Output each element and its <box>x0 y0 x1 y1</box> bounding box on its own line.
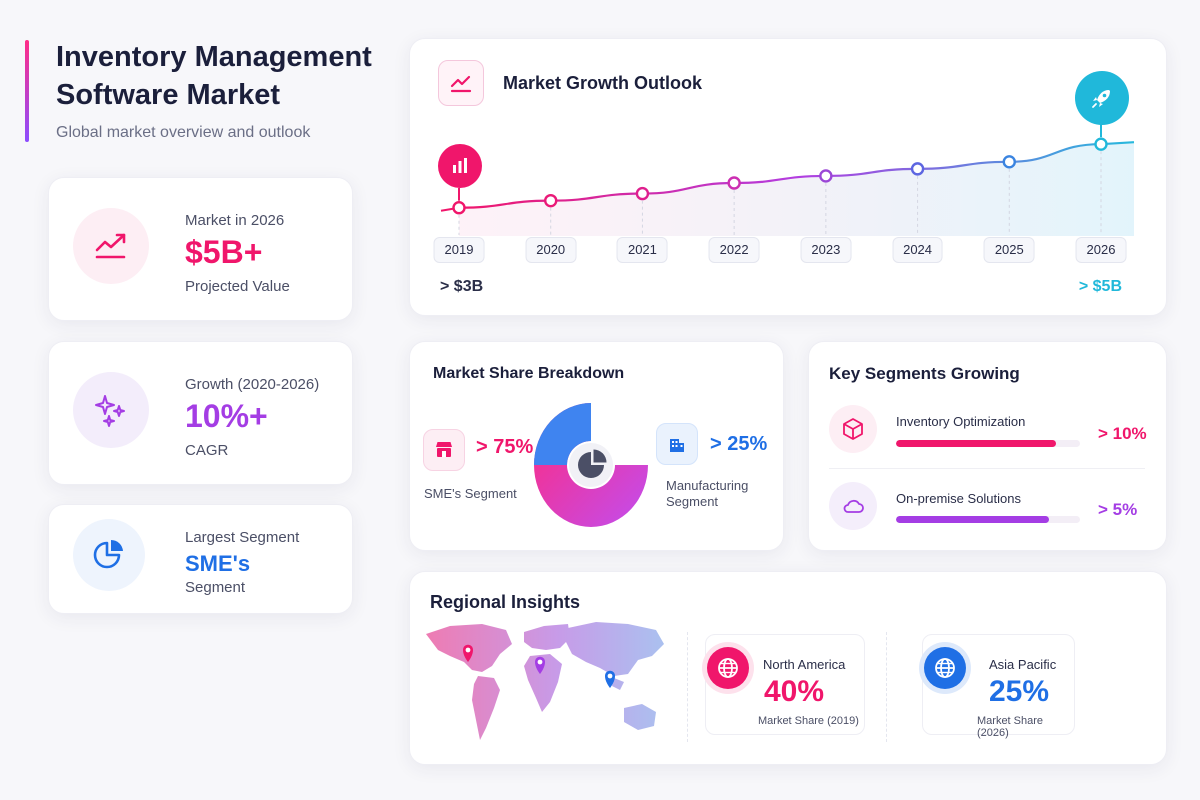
manufacturing-share-value: > 25% <box>710 433 768 455</box>
segment-label: On-premise Solutions <box>896 491 1021 506</box>
regional-title: Regional Insights <box>430 592 581 612</box>
region-divider <box>886 632 887 742</box>
region-divider <box>687 632 688 742</box>
sme-segment-label: SME's Segment <box>424 486 517 501</box>
kpi-label: Growth (2020-2026) <box>185 376 320 393</box>
sparkle-icon <box>73 372 149 448</box>
growth-title: Market Growth Outlook <box>503 73 703 93</box>
region-share-value: 25% <box>989 675 1050 708</box>
kpi-value: $5B+ <box>185 234 263 270</box>
year-tick-label: 2025 <box>983 237 1035 263</box>
cube-icon <box>829 405 877 453</box>
trend-up-icon <box>73 208 149 284</box>
market-share-donut <box>534 403 648 527</box>
cloud-icon <box>829 482 877 530</box>
kpi-card-growth: Growth (2020-2026) 10%+ CAGR <box>48 341 353 485</box>
kpi-card-largest-segment: Largest Segment SME's Segment <box>48 504 353 614</box>
segment-progress <box>896 516 1080 523</box>
title-accent-bar <box>25 40 29 142</box>
kpi-caption: Segment <box>185 579 246 596</box>
bar-chart-badge-icon <box>438 144 482 188</box>
line-chart-icon <box>438 60 484 106</box>
region-name: North America <box>763 657 846 672</box>
rocket-badge-icon <box>1075 71 1129 125</box>
page-subtitle: Global market overview and outlook <box>56 124 311 141</box>
region-share-caption: Market Share (2019) <box>758 715 859 727</box>
growth-point-2020 <box>544 193 558 208</box>
segment-progress-fill <box>896 440 1057 447</box>
pie-icon <box>73 519 145 591</box>
growth-start-value: > $3B <box>440 278 484 295</box>
globe-icon <box>707 647 749 689</box>
kpi-label: Market in 2026 <box>185 212 285 229</box>
year-tick-label: 2023 <box>800 237 852 263</box>
segment-progress-fill <box>896 516 1049 523</box>
growth-point-2025 <box>1002 155 1016 169</box>
year-tick-label: 2019 <box>433 237 485 263</box>
store-icon <box>423 429 465 471</box>
manufacturing-segment-label: Manufacturing Segment <box>666 478 749 509</box>
pin-europe-icon <box>535 656 545 674</box>
year-tick-label: 2020 <box>525 237 577 263</box>
segment-growth-value: > 5% <box>1098 500 1138 519</box>
sme-share-value: > 75% <box>476 436 534 458</box>
kpi-value: SME's <box>185 551 251 576</box>
building-icon <box>656 423 698 465</box>
growth-point-2024 <box>910 162 925 176</box>
year-tick-label: 2024 <box>892 237 944 263</box>
segment-growth-value: > 10% <box>1098 424 1147 443</box>
pin-asia-icon <box>605 670 615 688</box>
year-tick-label: 2022 <box>708 237 760 263</box>
kpi-caption: CAGR <box>185 442 229 459</box>
segment-divider <box>829 468 1145 469</box>
growth-point-2022 <box>727 176 741 190</box>
kpi-card-market-2026: Market in 2026 $5B+ Projected Value <box>48 177 353 321</box>
growth-point-2019 <box>452 201 466 215</box>
growth-point-2021 <box>635 186 650 201</box>
segment-label: Inventory Optimization <box>896 414 1026 429</box>
region-card-north-america: North America 40% Market Share (2019) <box>705 634 865 735</box>
year-tick-label: 2026 <box>1075 237 1127 263</box>
segment-progress <box>896 440 1080 447</box>
page-title: Inventory Management Software Market <box>56 41 372 111</box>
world-map <box>426 622 664 740</box>
growth-area <box>459 142 1134 236</box>
region-card-asia-pacific: Asia Pacific 25% Market Share (2026) <box>922 634 1075 739</box>
growth-point-2023 <box>819 169 833 183</box>
market-share-title: Market Share Breakdown <box>433 365 625 382</box>
region-name: Asia Pacific <box>989 657 1057 672</box>
growth-end-value: > $5B <box>1078 278 1122 295</box>
kpi-caption: Projected Value <box>185 278 290 295</box>
pin-north-america-icon <box>463 644 473 662</box>
growth-chart <box>440 124 1135 236</box>
kpi-value: 10%+ <box>185 398 268 434</box>
globe-icon <box>924 647 966 689</box>
kpi-label: Largest Segment <box>185 529 300 546</box>
donut-slice-1 <box>534 403 591 465</box>
key-segments-title: Key Segments Growing <box>829 364 1020 383</box>
growth-point-2026 <box>1094 137 1108 151</box>
region-share-caption: Market Share (2026) <box>977 715 1044 739</box>
year-tick-label: 2021 <box>616 237 668 263</box>
region-share-value: 40% <box>764 675 825 708</box>
